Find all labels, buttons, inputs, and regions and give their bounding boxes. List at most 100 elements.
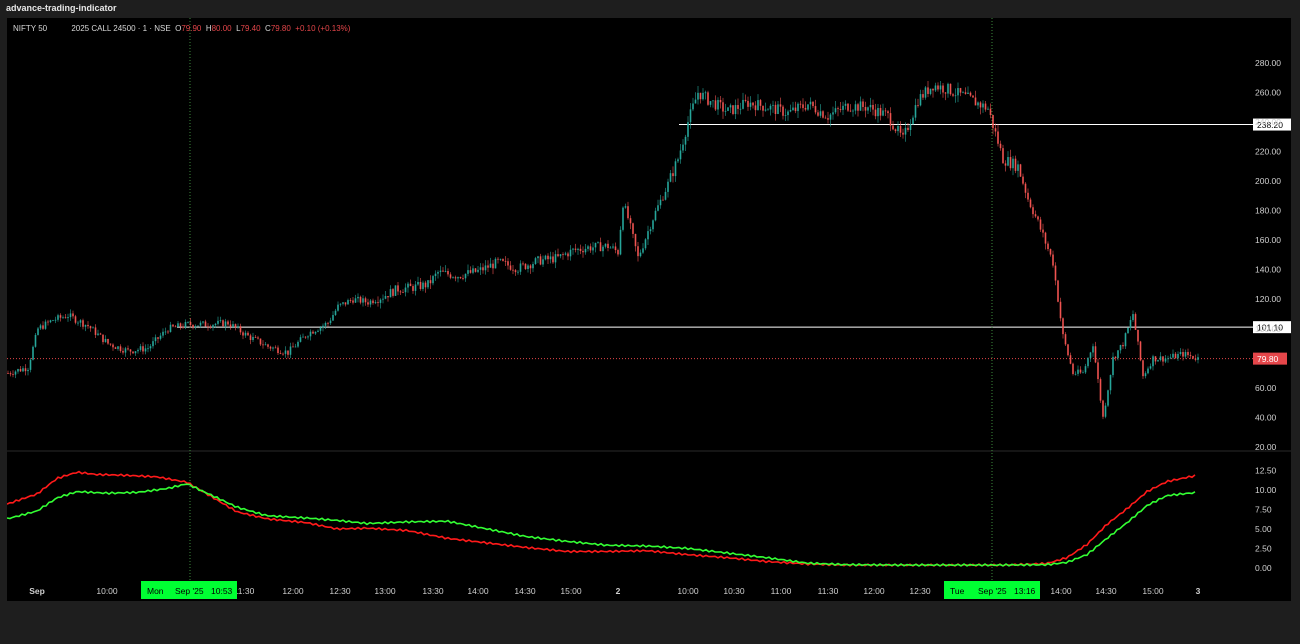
candle-body bbox=[569, 249, 572, 257]
indicator-axis-tick: 2.50 bbox=[1255, 543, 1272, 553]
candle-body bbox=[1057, 280, 1059, 302]
candle-body bbox=[879, 108, 882, 116]
candle-body bbox=[174, 326, 177, 328]
candle-body bbox=[514, 270, 517, 273]
candle-body bbox=[404, 287, 407, 293]
candle-body bbox=[207, 326, 209, 328]
candle-body bbox=[392, 289, 394, 296]
candle-body bbox=[644, 239, 647, 249]
candle-body bbox=[12, 374, 14, 375]
candle-body bbox=[292, 346, 294, 348]
candle-body bbox=[1132, 314, 1134, 321]
candle-body bbox=[479, 267, 482, 270]
candle-body bbox=[1174, 353, 1177, 359]
candle-body bbox=[127, 348, 129, 350]
candle-body bbox=[854, 104, 857, 111]
candle-body bbox=[312, 331, 314, 334]
candle-body bbox=[352, 300, 354, 303]
candle-body bbox=[247, 332, 249, 336]
candle-body bbox=[262, 344, 264, 346]
candle-body bbox=[197, 325, 199, 327]
candle-body bbox=[524, 263, 527, 269]
candle-body bbox=[139, 346, 142, 350]
candle-body bbox=[84, 324, 87, 327]
open-value: 79.90 bbox=[181, 24, 202, 33]
candle-body bbox=[52, 320, 54, 322]
indicator-green-line bbox=[7, 483, 1196, 567]
candle-body bbox=[647, 231, 649, 240]
time-axis-label: 11:30 bbox=[818, 586, 839, 596]
indicator-axis-tick: 5.00 bbox=[1255, 524, 1272, 534]
time-axis-label: 11:30 bbox=[234, 586, 255, 596]
candle-body bbox=[584, 248, 587, 253]
title-bar: advance-trading-indicator bbox=[0, 0, 1300, 18]
candle-body bbox=[97, 333, 99, 335]
candle-body bbox=[792, 107, 794, 111]
high-key: H bbox=[205, 24, 212, 33]
candle-body bbox=[1002, 148, 1004, 164]
candle-body bbox=[412, 286, 414, 291]
candle-body bbox=[459, 277, 462, 279]
candle-body bbox=[742, 99, 744, 109]
chart-svg[interactable]: 238.20101.10280.00260.00240.00220.00200.… bbox=[7, 18, 1291, 601]
candle-body bbox=[904, 127, 907, 135]
candle-body bbox=[807, 104, 809, 110]
chart-area[interactable]: 238.20 101.10 280.00 260.00 240.00 220.00 200.… bbox=[7, 18, 1291, 601]
candle-body bbox=[347, 300, 349, 305]
candle-body bbox=[784, 115, 787, 116]
candle-body bbox=[1007, 157, 1009, 166]
candle-body bbox=[902, 132, 904, 135]
candle-body bbox=[944, 92, 947, 94]
candle-body bbox=[377, 302, 379, 303]
candle-body bbox=[724, 110, 727, 112]
candle-body bbox=[1112, 356, 1114, 376]
indicator-axis-tick: 10.00 bbox=[1255, 485, 1277, 495]
candle-body bbox=[964, 92, 967, 94]
candle-body bbox=[727, 107, 729, 111]
candle-body bbox=[574, 248, 577, 250]
candle-body bbox=[304, 336, 307, 338]
candle-body bbox=[1192, 355, 1194, 359]
candle-body bbox=[744, 99, 747, 101]
candle-body bbox=[624, 206, 627, 208]
candle-body bbox=[614, 246, 617, 251]
candle-body bbox=[974, 97, 977, 106]
candle-body bbox=[909, 124, 912, 130]
candle-body bbox=[117, 346, 119, 349]
candle-body bbox=[1189, 355, 1192, 356]
candle-body bbox=[864, 106, 867, 111]
candle-body bbox=[269, 346, 272, 349]
candle-body bbox=[862, 101, 864, 107]
candle-body bbox=[827, 118, 829, 120]
candle-body bbox=[182, 326, 184, 328]
indicator-axis-tick: 12.50 bbox=[1255, 466, 1277, 476]
candle-body bbox=[1127, 327, 1129, 334]
candle-body bbox=[272, 347, 274, 349]
candle-body bbox=[374, 302, 377, 304]
candle-body bbox=[719, 99, 722, 103]
candle-body bbox=[932, 88, 934, 91]
low-value: 79.40 bbox=[240, 24, 261, 33]
candle-body bbox=[1109, 375, 1112, 391]
candle-body bbox=[589, 246, 592, 251]
close-value: 79.80 bbox=[270, 24, 291, 33]
candle-body bbox=[919, 94, 922, 106]
candle-body bbox=[572, 248, 574, 250]
candle-body bbox=[67, 317, 69, 319]
candle-body bbox=[754, 105, 757, 111]
candle-body bbox=[797, 103, 799, 112]
crosshair-time: 10:53 bbox=[211, 586, 233, 596]
candle-body bbox=[867, 107, 869, 111]
candle-body bbox=[959, 88, 962, 93]
candle-body bbox=[154, 337, 157, 342]
candle-body bbox=[604, 243, 607, 247]
candle-body bbox=[114, 347, 117, 349]
price-axis-tick: 120.00 bbox=[1255, 294, 1281, 304]
candle-body bbox=[469, 270, 472, 273]
candle-body bbox=[979, 102, 982, 108]
price-axis-tick: 60.00 bbox=[1255, 383, 1277, 393]
candle-body bbox=[494, 258, 497, 269]
price-axis-tick: 180.00 bbox=[1255, 206, 1281, 216]
candle-body bbox=[1144, 373, 1147, 377]
candle-body bbox=[219, 320, 222, 322]
